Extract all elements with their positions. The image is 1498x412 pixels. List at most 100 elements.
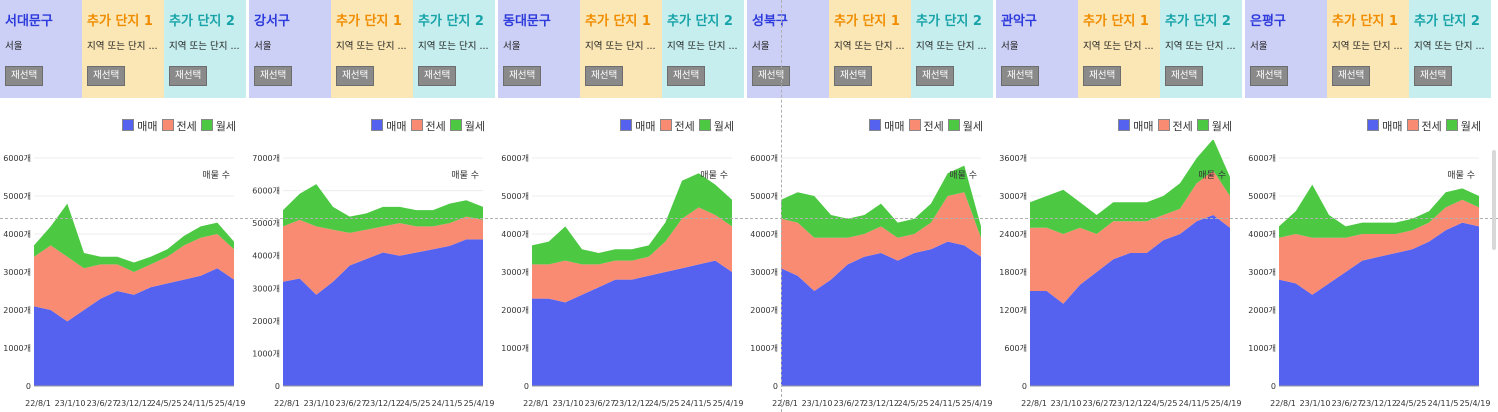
legend-item-jeonse[interactable]: 전세 xyxy=(1157,118,1193,134)
y-tick-label: 5000개 xyxy=(1248,191,1276,201)
reselect-button[interactable]: 재선택 xyxy=(585,66,624,86)
stacked-area-chart: 0 1000개 2000개 3000개 4000개 5000개 6000개 7000개 22/8… xyxy=(252,153,494,408)
legend-item-wolse[interactable]: 월세 xyxy=(1445,118,1481,134)
x-tick-label: 22/8/1 xyxy=(274,399,300,408)
y-tick-label: 6000개 xyxy=(3,153,31,163)
x-tick-label: 23/12/12 xyxy=(1112,399,1148,408)
legend-item-jeonse[interactable]: 전세 xyxy=(410,118,446,134)
y-tick-label: 0 xyxy=(26,382,31,391)
y-tick-label: 600개 xyxy=(1004,343,1027,353)
panel-header: 동대문구 서울 재선택 추가 단지 1 지역 또는 단지 ... 재선택 추가 단지 2 지역… xyxy=(498,0,744,98)
reselect-button[interactable]: 재선택 xyxy=(1083,66,1122,86)
reselect-button[interactable]: 재선택 xyxy=(254,66,293,86)
legend-item-sale[interactable]: 매매 xyxy=(371,118,407,134)
legend-label-jeonse: 전세 xyxy=(923,120,944,133)
legend-item-jeonse[interactable]: 전세 xyxy=(1406,118,1442,134)
y-tick-label: 4000개 xyxy=(1248,229,1276,239)
scrollbar[interactable] xyxy=(1492,150,1496,250)
extra-complex-2-title: 추가 단지 2 xyxy=(1165,14,1231,29)
extra-complex-2-cell: 추가 단지 2 지역 또는 단지 ... 재선택 xyxy=(413,0,495,98)
chart-legend: 매매 전세 월세 xyxy=(118,118,236,134)
legend-item-wolse[interactable]: 월세 xyxy=(1196,118,1232,134)
x-tick-label: 24/11/5 xyxy=(1428,399,1459,408)
x-tick-label: 24/5/25 xyxy=(649,399,680,408)
reselect-button[interactable]: 재선택 xyxy=(916,66,955,86)
district-subtitle: 서울 xyxy=(752,41,770,52)
x-tick-label: 23/6/27 xyxy=(336,399,367,408)
legend-label-jeonse: 전세 xyxy=(1421,120,1442,133)
legend-label-sale: 매매 xyxy=(884,120,905,133)
legend-item-wolse[interactable]: 월세 xyxy=(698,118,734,134)
y-tick-label: 4000개 xyxy=(501,229,529,239)
reselect-button[interactable]: 재선택 xyxy=(169,66,208,86)
reselect-button[interactable]: 재선택 xyxy=(1250,66,1289,86)
reselect-button[interactable]: 재선택 xyxy=(1165,66,1204,86)
x-tick-label: 24/5/25 xyxy=(1396,399,1427,408)
x-tick-label: 23/1/10 xyxy=(1051,399,1082,408)
y-tick-label: 1000개 xyxy=(1248,343,1276,353)
legend-item-wolse[interactable]: 월세 xyxy=(200,118,236,134)
legend-swatch-sale xyxy=(1367,119,1380,131)
reselect-button[interactable]: 재선택 xyxy=(1332,66,1371,86)
district-title: 강서구 xyxy=(254,14,290,29)
legend-swatch-sale xyxy=(620,119,633,131)
extra-complex-2-cell: 추가 단지 2 지역 또는 단지 ... 재선택 xyxy=(911,0,993,98)
reselect-button[interactable]: 재선택 xyxy=(834,66,873,86)
district-title: 관악구 xyxy=(1001,14,1037,29)
y-tick-label: 0 xyxy=(524,382,529,391)
x-tick-label: 22/8/1 xyxy=(1270,399,1296,408)
extra-complex-1-title: 추가 단지 1 xyxy=(1083,14,1149,29)
legend-item-jeonse[interactable]: 전세 xyxy=(161,118,197,134)
y-tick-label: 4000개 xyxy=(3,229,31,239)
x-tick-label: 22/8/1 xyxy=(772,399,798,408)
stacked-area-chart: 0 1000개 2000개 3000개 4000개 5000개 6000개 22/8/1 23/… xyxy=(750,153,992,408)
reselect-button[interactable]: 재선택 xyxy=(667,66,706,86)
area-series-wolse xyxy=(34,203,234,272)
legend-label-jeonse: 전세 xyxy=(1172,120,1193,133)
legend-item-jeonse[interactable]: 전세 xyxy=(659,118,695,134)
panel-header: 성북구 서울 재선택 추가 단지 1 지역 또는 단지 ... 재선택 추가 단지 2 지역 … xyxy=(747,0,993,98)
extra-complex-1-subtitle: 지역 또는 단지 ... xyxy=(1332,41,1403,52)
y-tick-label: 0 xyxy=(1022,382,1027,391)
legend-item-sale[interactable]: 매매 xyxy=(620,118,656,134)
reselect-button[interactable]: 재선택 xyxy=(87,66,126,86)
extra-complex-2-subtitle: 지역 또는 단지 ... xyxy=(418,41,489,52)
area-series-sale xyxy=(34,268,234,386)
legend-item-jeonse[interactable]: 전세 xyxy=(908,118,944,134)
y-tick-label: 2000개 xyxy=(1248,305,1276,315)
legend-item-sale[interactable]: 매매 xyxy=(1118,118,1154,134)
extra-complex-1-cell: 추가 단지 1 지역 또는 단지 ... 재선택 xyxy=(1327,0,1409,98)
legend-item-wolse[interactable]: 월세 xyxy=(947,118,983,134)
legend-item-wolse[interactable]: 월세 xyxy=(449,118,485,134)
y-tick-label: 1000개 xyxy=(252,348,280,358)
y-tick-label: 7000개 xyxy=(252,153,280,163)
reselect-button[interactable]: 재선택 xyxy=(503,66,542,86)
area-series-jeonse xyxy=(532,207,732,303)
legend-swatch-wolse xyxy=(1445,119,1458,131)
chart-label: 매물 수 xyxy=(949,170,977,181)
y-tick-label: 1000개 xyxy=(3,343,31,353)
reselect-button[interactable]: 재선택 xyxy=(1001,66,1040,86)
extra-complex-1-subtitle: 지역 또는 단지 ... xyxy=(336,41,407,52)
district-panel: 동대문구 서울 재선택 추가 단지 1 지역 또는 단지 ... 재선택 추가 단지 2 지역… xyxy=(498,0,744,412)
legend-swatch-sale xyxy=(122,119,135,131)
chart-label: 매물 수 xyxy=(451,170,479,181)
legend-label-jeonse: 전세 xyxy=(674,120,695,133)
legend-swatch-wolse xyxy=(1196,119,1209,131)
legend-item-sale[interactable]: 매매 xyxy=(869,118,905,134)
panel-header: 서대문구 서울 재선택 추가 단지 1 지역 또는 단지 ... 재선택 추가 단지 2 지역… xyxy=(0,0,246,98)
legend-swatch-jeonse xyxy=(161,119,174,131)
reselect-button[interactable]: 재선택 xyxy=(336,66,375,86)
district-subtitle: 서울 xyxy=(503,41,521,52)
reselect-button[interactable]: 재선택 xyxy=(1414,66,1453,86)
reselect-button[interactable]: 재선택 xyxy=(5,66,44,86)
reselect-button[interactable]: 재선택 xyxy=(418,66,457,86)
legend-item-sale[interactable]: 매매 xyxy=(122,118,158,134)
legend-item-sale[interactable]: 매매 xyxy=(1367,118,1403,134)
chart-label: 매물 수 xyxy=(1447,170,1475,181)
legend-swatch-wolse xyxy=(947,119,960,131)
extra-complex-1-subtitle: 지역 또는 단지 ... xyxy=(834,41,905,52)
extra-complex-2-subtitle: 지역 또는 단지 ... xyxy=(667,41,738,52)
reselect-button[interactable]: 재선택 xyxy=(752,66,791,86)
area-series-wolse xyxy=(781,165,981,238)
